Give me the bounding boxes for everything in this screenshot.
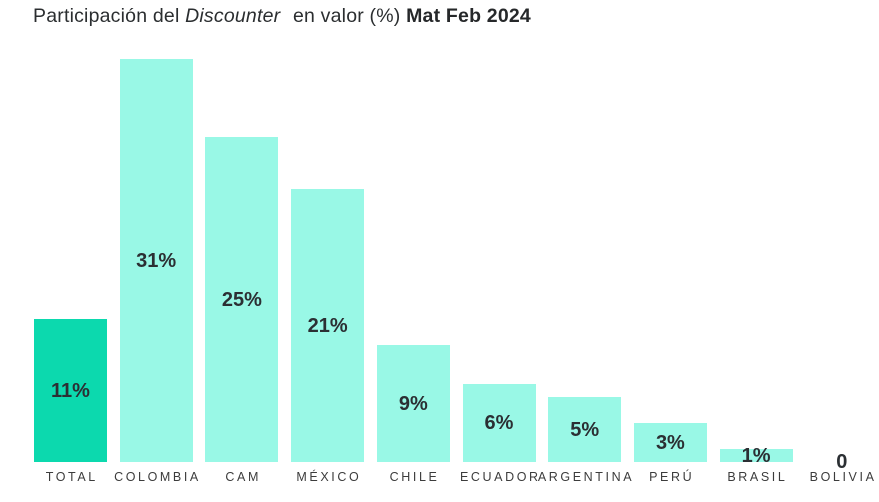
value-label-ecuador: 6% bbox=[484, 412, 514, 434]
bar-colombia bbox=[119, 59, 193, 462]
title-middle: en valor (%) bbox=[292, 5, 401, 27]
value-label-peru: 3% bbox=[655, 431, 685, 454]
bar-brasil bbox=[719, 449, 793, 462]
bar-mexico bbox=[291, 189, 365, 462]
category-label-brasil: BRASIL bbox=[727, 470, 788, 484]
category-label-total: TOTAL bbox=[45, 470, 98, 484]
category-label-bolivia: BOLIVIA bbox=[809, 470, 877, 484]
value-label-mexico: 21% bbox=[307, 314, 348, 337]
title-period: Mat Feb 2024 bbox=[406, 5, 531, 27]
value-label-colombia: 31% bbox=[136, 249, 177, 272]
category-label-cam: CAM bbox=[225, 470, 261, 484]
value-label-total: 11% bbox=[51, 379, 90, 402]
category-label-ecuador: ECUADOR bbox=[459, 470, 541, 484]
bar-chile bbox=[376, 345, 450, 462]
category-label-chile: CHILE bbox=[389, 470, 440, 484]
value-label-bolivia: 0 bbox=[836, 451, 848, 473]
value-label-cam: 25% bbox=[221, 288, 262, 311]
category-label-colombia: COLOMBIA bbox=[114, 470, 201, 484]
value-label-brasil: 1% bbox=[741, 444, 771, 467]
bar-cam bbox=[205, 137, 279, 462]
title-italic-discounter: Discounter bbox=[185, 5, 281, 27]
bar-ecuador bbox=[462, 384, 536, 462]
title-prefix: Participación del bbox=[33, 5, 180, 27]
bar-peru bbox=[633, 423, 707, 462]
category-label-mexico: MÉXICO bbox=[296, 470, 362, 484]
category-label-peru: PERÚ bbox=[649, 470, 695, 484]
value-label-chile: 9% bbox=[398, 392, 428, 415]
value-label-argentina: 5% bbox=[570, 418, 600, 441]
category-label-argentina: ARGENTINA bbox=[537, 470, 635, 484]
chart-title: Participación del Discounter en valor (%… bbox=[33, 5, 531, 28]
bar-total bbox=[34, 319, 107, 462]
bar-argentina bbox=[548, 397, 622, 462]
